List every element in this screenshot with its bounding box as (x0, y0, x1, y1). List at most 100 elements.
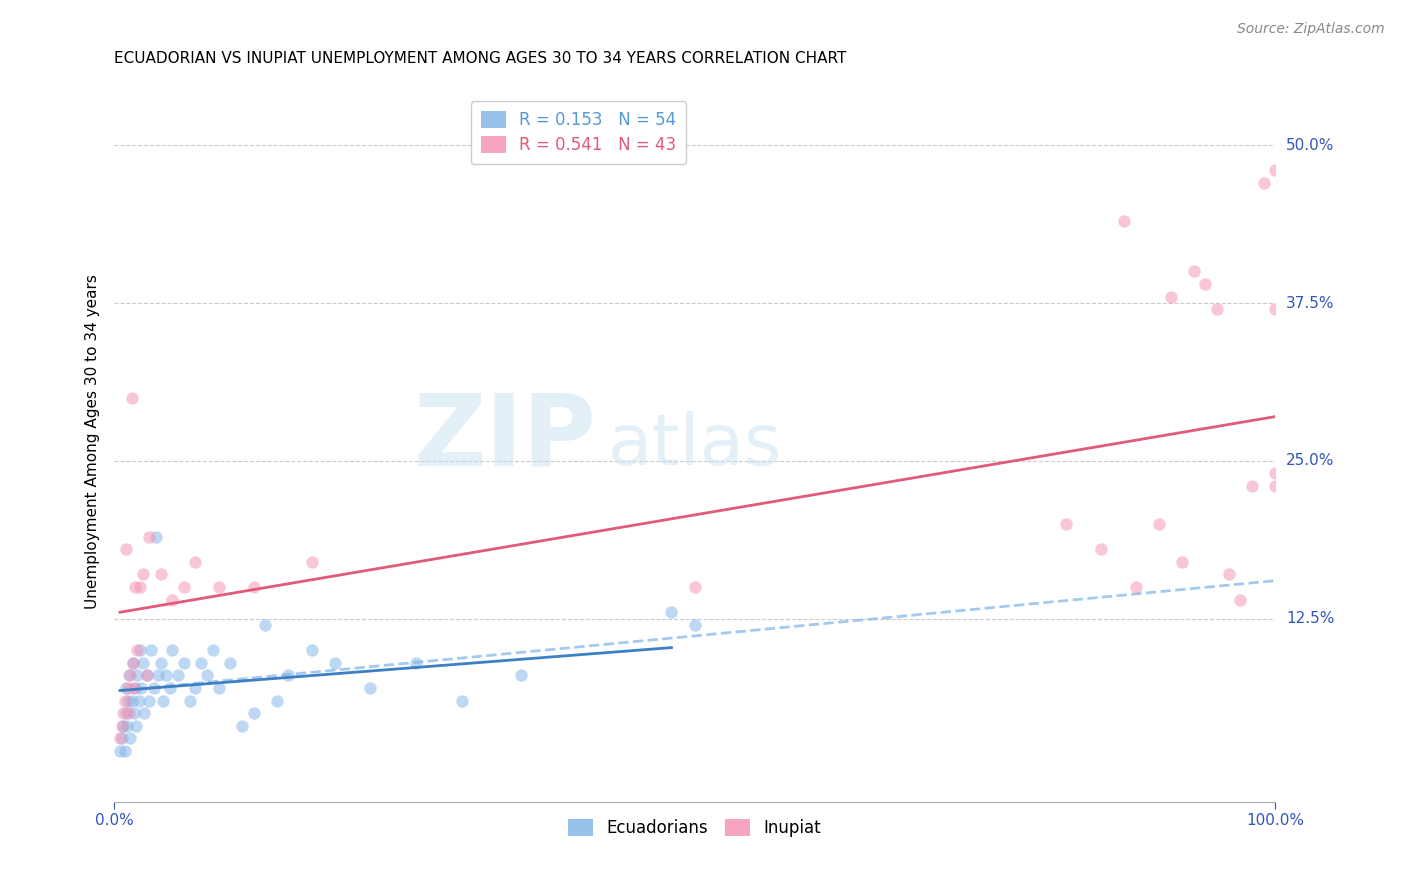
Point (117, 693, 139, 707)
Point (1171, 555, 1194, 569)
Point (132, 567, 155, 582)
Point (118, 668, 141, 682)
Point (114, 681, 136, 695)
Point (201, 643, 224, 657)
Point (121, 391, 143, 405)
Point (149, 567, 172, 582)
Point (120, 731, 142, 746)
Point (114, 542, 136, 557)
Point (114, 706, 136, 721)
Point (231, 719, 253, 733)
Point (277, 668, 299, 682)
Point (145, 529, 167, 543)
Point (301, 643, 323, 657)
Point (1264, 479, 1286, 493)
Point (1147, 516, 1170, 531)
Point (111, 719, 134, 733)
Point (114, 693, 136, 707)
Point (1264, 163, 1286, 178)
Point (121, 656, 143, 670)
Point (1240, 479, 1263, 493)
Point (184, 555, 207, 569)
Point (138, 529, 160, 543)
Point (138, 693, 160, 707)
Point (122, 681, 145, 695)
Point (118, 706, 141, 721)
Point (152, 693, 174, 707)
Point (121, 693, 143, 707)
Point (141, 643, 163, 657)
Point (266, 693, 288, 707)
Legend: Ecuadorians, Inupiat: Ecuadorians, Inupiat (562, 812, 828, 844)
Point (120, 668, 142, 682)
Point (405, 656, 427, 670)
Point (254, 618, 277, 632)
Text: atlas: atlas (607, 411, 782, 480)
Point (128, 643, 150, 657)
Point (1218, 567, 1240, 582)
Point (184, 681, 207, 695)
Point (1264, 467, 1286, 481)
Point (128, 580, 150, 594)
Point (114, 744, 136, 758)
Point (159, 681, 181, 695)
Point (111, 731, 134, 746)
Point (683, 618, 706, 632)
Point (135, 668, 157, 682)
Point (127, 643, 149, 657)
Point (155, 668, 177, 682)
Point (1125, 580, 1147, 594)
Text: 12.5%: 12.5% (1286, 611, 1334, 626)
Point (112, 719, 135, 733)
Text: ZIP: ZIP (413, 390, 596, 487)
Point (132, 656, 155, 670)
Text: 25.0%: 25.0% (1286, 453, 1334, 468)
Point (208, 580, 231, 594)
Point (219, 656, 242, 670)
Point (115, 719, 138, 733)
Point (112, 706, 135, 721)
Point (134, 706, 156, 721)
Text: 50.0%: 50.0% (1286, 137, 1334, 153)
Point (1090, 542, 1112, 557)
Point (108, 731, 131, 746)
Point (124, 681, 146, 695)
Point (1253, 176, 1275, 190)
Point (242, 580, 264, 594)
Point (173, 656, 195, 670)
Point (1182, 264, 1205, 278)
Point (1206, 302, 1229, 317)
Point (301, 555, 323, 569)
Point (124, 580, 146, 594)
Point (451, 693, 474, 707)
Point (683, 580, 706, 594)
Point (1160, 290, 1182, 304)
Point (1264, 302, 1286, 317)
Point (179, 693, 201, 707)
Point (148, 668, 170, 682)
Point (1229, 592, 1251, 607)
Point (1054, 516, 1077, 531)
Point (125, 719, 148, 733)
Point (359, 681, 381, 695)
Point (173, 580, 195, 594)
Point (128, 693, 150, 707)
Point (661, 605, 683, 619)
Point (208, 681, 231, 695)
Point (135, 668, 157, 682)
Text: Source: ZipAtlas.com: Source: ZipAtlas.com (1237, 22, 1385, 37)
Point (1194, 277, 1216, 291)
Point (195, 668, 218, 682)
Point (242, 706, 264, 721)
Point (121, 656, 143, 670)
Point (117, 681, 139, 695)
Point (129, 681, 152, 695)
Point (122, 706, 145, 721)
Point (1114, 214, 1136, 228)
Point (108, 744, 131, 758)
Point (142, 681, 165, 695)
Point (127, 668, 149, 682)
Point (167, 668, 190, 682)
Text: ECUADORIAN VS INUPIAT UNEMPLOYMENT AMONG AGES 30 TO 34 YEARS CORRELATION CHART: ECUADORIAN VS INUPIAT UNEMPLOYMENT AMONG… (114, 51, 846, 66)
Point (162, 643, 184, 657)
